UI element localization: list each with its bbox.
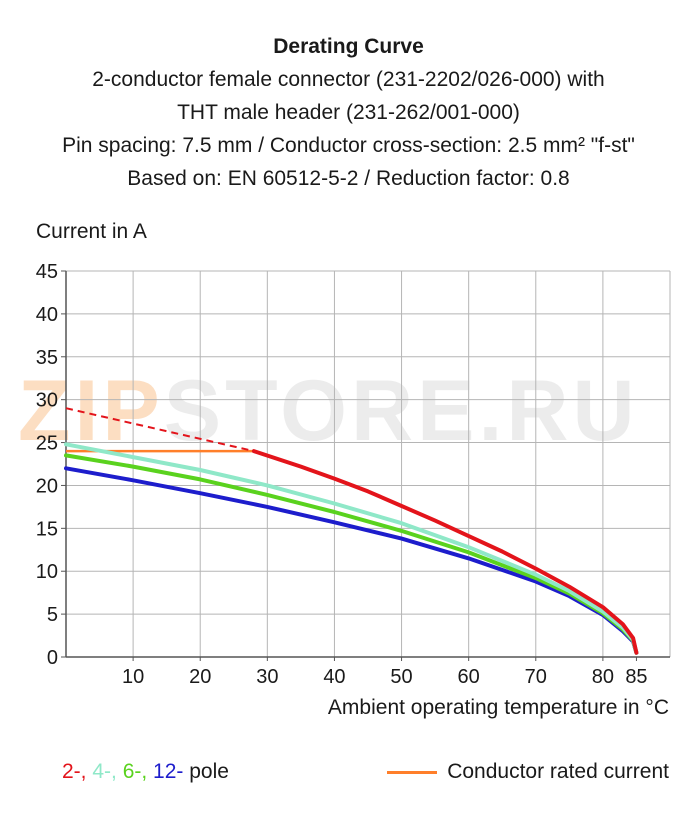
rated-current-swatch [387,770,438,774]
tick-labels: 0 5 10 15 20 25 30 35 40 45 10 20 30 40 50 60 70 80 85 [36,261,648,688]
series-line-12-pole [64,466,639,655]
chart-title-block: Derating Curve 2-conductor female connec… [0,30,697,195]
subtitle-line-3: Pin spacing: 7.5 mm / Conductor cross-se… [62,134,635,157]
x-tick-label: 85 [625,666,647,688]
grid [66,270,671,657]
y-tick-label: 15 [36,518,58,540]
y-tick-label: 45 [36,261,58,283]
x-tick-label: 20 [189,666,211,688]
subtitle-line-2: THT male header (231-262/001-000) [177,101,520,124]
y-tick-label: 10 [36,561,58,583]
legend-pole-4: 4-, [92,760,123,783]
legend-rated-label: Conductor rated current [447,760,669,783]
x-tick-label: 10 [122,666,144,688]
legend-pole-12: 12- [153,760,184,783]
x-tick-label: 60 [458,666,480,688]
legend-pole-suffix: pole [183,760,229,783]
series-line-4-pole [64,442,639,655]
legend-pole-2: 2-, [62,760,93,783]
legend-poles: 2-, 4-, 6-, 12- pole [62,760,229,784]
y-tick-label: 35 [36,347,58,369]
series-dashed-2-pole [65,407,255,453]
x-tick-label: 70 [525,666,547,688]
x-tick-label: 30 [256,666,278,688]
x-tick-label: 40 [323,666,345,688]
series-lines [64,407,639,655]
legend-rated-current: Conductor rated current [387,760,669,784]
y-axis-label: Current in A [36,220,147,243]
series-line-2-pole [251,449,639,655]
y-tick-label: 30 [36,390,58,412]
x-tick-label: 50 [390,666,412,688]
subtitle-line-4: Based on: EN 60512-5-2 / Reduction facto… [127,167,570,190]
y-tick-label: 5 [47,604,58,626]
chart-title: Derating Curve [273,35,424,58]
y-tick-label: 40 [36,304,58,326]
axes [61,270,670,661]
y-tick-label: 0 [47,647,58,669]
x-axis-label: Ambient operating temperature in °C [327,696,669,719]
subtitle-line-1: 2-conductor female connector (231-2202/0… [92,68,605,91]
y-tick-label: 25 [36,433,58,455]
y-tick-label: 20 [36,475,58,497]
legend-pole-6: 6-, [122,760,154,783]
x-tick-label: 80 [592,666,614,688]
